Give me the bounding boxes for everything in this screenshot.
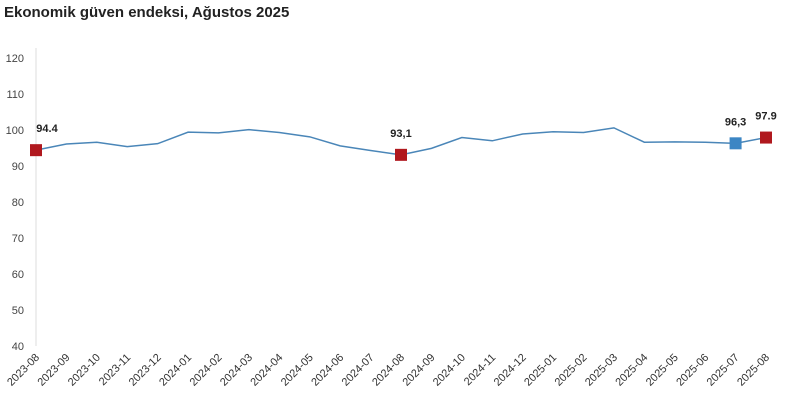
x-tick-label: 2025-05 bbox=[644, 352, 681, 389]
highlight-marker bbox=[395, 148, 407, 161]
y-tick-label: 120 bbox=[6, 53, 24, 65]
x-tick-label: 2024-08 bbox=[370, 352, 407, 389]
x-tick-label: 2025-04 bbox=[613, 352, 650, 389]
x-tick-label: 2023-10 bbox=[66, 352, 103, 389]
chart-title: Ekonomik güven endeksi, Ağustos 2025 bbox=[4, 4, 290, 21]
x-tick-label: 2025-02 bbox=[553, 352, 590, 389]
highlight-marker bbox=[760, 131, 772, 144]
x-tick-label: 2024-03 bbox=[218, 352, 255, 389]
y-tick-label: 90 bbox=[12, 161, 24, 173]
data-label: 94.4 bbox=[36, 123, 58, 135]
x-tick-label: 2023-12 bbox=[127, 352, 164, 389]
x-tick-label: 2024-09 bbox=[401, 352, 438, 389]
x-tick-label: 2025-06 bbox=[674, 352, 711, 389]
x-tick-label: 2023-09 bbox=[36, 352, 73, 389]
x-tick-label: 2024-02 bbox=[188, 352, 225, 389]
x-tick-label: 2024-07 bbox=[340, 352, 377, 389]
x-tick-label: 2024-04 bbox=[248, 352, 285, 389]
x-tick-label: 2024-12 bbox=[492, 352, 529, 389]
y-tick-label: 40 bbox=[12, 341, 24, 353]
y-tick-label: 100 bbox=[6, 125, 24, 137]
highlight-marker bbox=[729, 137, 742, 150]
x-tick-label: 2024-06 bbox=[309, 352, 346, 389]
x-tick-label: 2024-01 bbox=[157, 352, 194, 389]
x-tick-label: 2024-10 bbox=[431, 352, 468, 389]
y-tick-label: 70 bbox=[12, 233, 24, 245]
y-tick-label: 50 bbox=[12, 305, 24, 317]
y-tick-label: 60 bbox=[12, 269, 24, 281]
highlight-marker bbox=[30, 144, 42, 157]
y-tick-label: 80 bbox=[12, 197, 24, 209]
x-tick-label: 2025-03 bbox=[583, 352, 620, 389]
data-label: 97.9 bbox=[755, 111, 776, 123]
x-tick-label: 2025-07 bbox=[705, 352, 742, 389]
data-label: 93,1 bbox=[390, 128, 411, 140]
x-tick-label: 2025-08 bbox=[735, 352, 772, 389]
y-tick-label: 110 bbox=[6, 89, 24, 101]
x-tick-label: 2025-01 bbox=[522, 352, 559, 389]
x-tick-label: 2024-05 bbox=[279, 352, 316, 389]
x-tick-label: 2023-08 bbox=[5, 352, 42, 389]
data-label: 96,3 bbox=[725, 116, 746, 128]
